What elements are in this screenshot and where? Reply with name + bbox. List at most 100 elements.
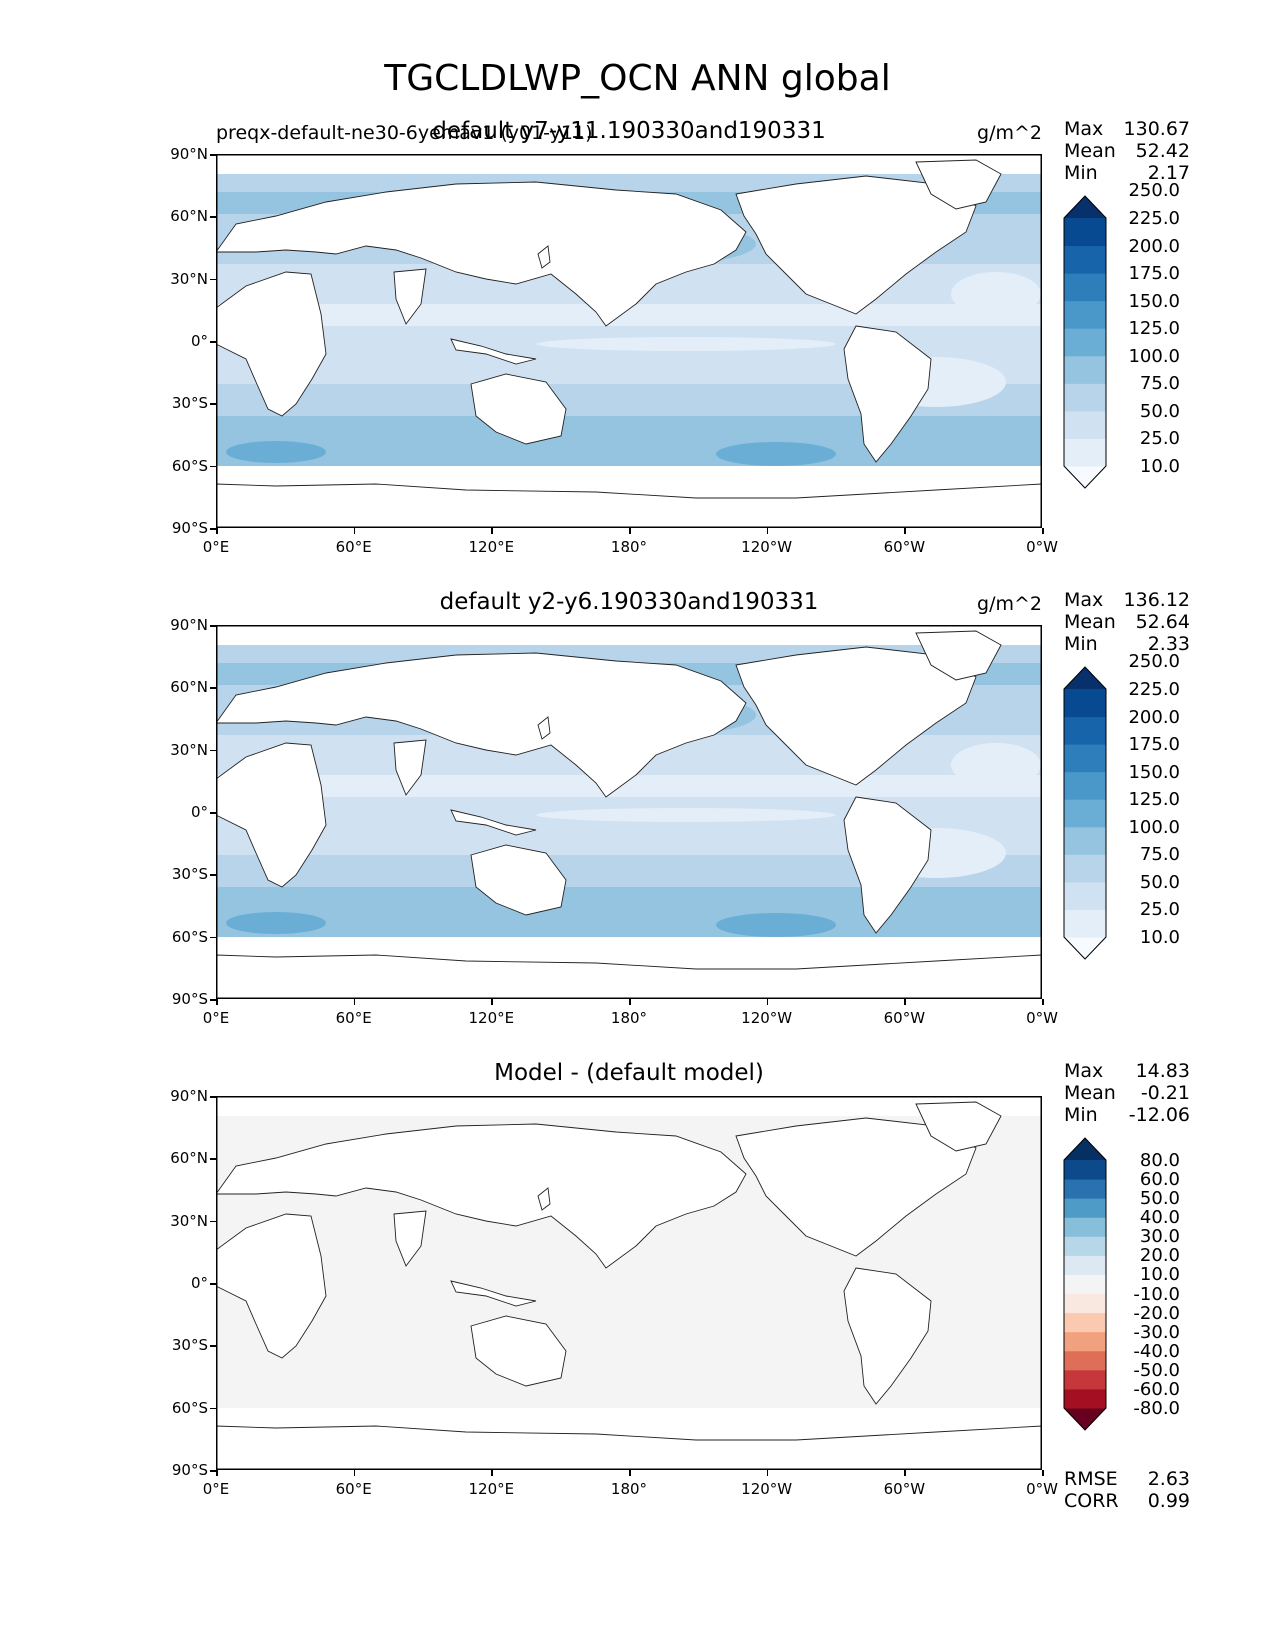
colorbar-tick-label: -40.0 [1133,1340,1180,1362]
colorbar-extend-min [1064,466,1106,488]
land-north-america [735,175,977,315]
lon-tick-mark [1042,1470,1044,1476]
lon-tick-label: 120°E [468,1480,515,1498]
coastlines [216,1101,1042,1470]
lon-tick-label: 180° [610,1480,648,1498]
lat-tick-mark [210,1470,216,1472]
lat-tick-label: 60°S [171,1398,208,1417]
colorbar-tick-label: 50.0 [1139,871,1180,893]
land-south-america [843,1267,932,1405]
land-antarctica [216,1425,1042,1470]
stat-value: 2.33 [1147,633,1190,655]
stat-label: Min [1064,1104,1098,1126]
lon-tick-mark [904,1470,906,1476]
colorbar-segment [1064,300,1106,329]
map-test [216,154,1042,528]
colorbar-segment [1064,355,1106,384]
colorbar-segment [1064,1274,1106,1295]
map-frame [216,625,1042,999]
panel-subtitle: preqx-default-ne30-6yemav1 (y01-y11) [216,122,593,144]
stat-rmse: RMSE 2.63 [1064,1468,1190,1490]
land-indonesia [450,338,537,365]
lon-tick-mark [216,1470,218,1476]
land-eurasia [216,652,747,798]
lat-tick-mark [210,528,216,530]
stat-corr: CORR 0.99 [1064,1490,1190,1512]
colorbar-segment [1064,689,1106,718]
stat-label: Mean [1064,1082,1116,1104]
lat-tick-mark [210,1158,216,1160]
units-label: g/m^2 [977,122,1042,144]
land-eurasia [216,181,747,327]
stat-label: RMSE [1064,1468,1118,1490]
colorbar-segment [1064,1312,1106,1333]
colorbar-tick-label: 30.0 [1139,1226,1180,1248]
colorbar-tick-label: 75.0 [1139,373,1180,395]
colorbar-tick-label: 225.0 [1128,208,1180,229]
lat-tick-mark [210,216,216,218]
stat-value: -12.06 [1128,1104,1190,1126]
colorbar-tick-label: -30.0 [1133,1321,1180,1343]
lat-tick-label: 0° [190,1274,208,1292]
lat-tick-mark [210,749,216,752]
land-australia [470,844,567,916]
colorbar-segment [1064,1179,1106,1199]
lat-tick-label: 30°N [170,740,208,759]
lon-tick-mark [491,1470,493,1476]
lat-tick-label: 90°N [170,616,208,634]
colorbar-tick-label: 25.0 [1139,428,1180,450]
colorbar-segment [1064,826,1106,855]
land-india [393,1210,427,1267]
colorbar-tick-label: 20.0 [1139,1245,1180,1267]
colorbar-segment [1064,771,1106,800]
land-africa [216,742,327,888]
stat-max: Max 130.67 [1064,118,1190,140]
colorbar-diff [1063,1137,1107,1431]
stat-value: 130.67 [1123,118,1190,140]
lat-tick-label: 90°S [171,519,208,537]
lon-tick-label: 60°E [335,1009,372,1027]
colorbar-outline [1063,666,1107,960]
lon-tick-mark [1042,528,1044,534]
colorbar-segment [1064,881,1106,910]
stat-label: Max [1064,118,1104,140]
colorbar-tick-label: 40.0 [1139,1207,1180,1229]
colorbar-segment [1064,1350,1106,1371]
land-greenland [915,1101,1002,1152]
units-label: g/m^2 [977,593,1042,615]
lat-tick-label: 90°N [170,1087,208,1105]
lat-tick-label: 30°S [171,865,208,884]
coastlines [216,159,1042,528]
land-north-america [735,646,977,786]
lat-tick-label: 60°S [171,456,208,475]
land-india [393,268,427,325]
colorbar-tick-label: 125.0 [1128,318,1180,340]
land-greenland [915,159,1002,210]
panel-title: default y7-y11.190330and190331 [432,118,826,144]
colorbar-segment [1064,273,1106,302]
lon-tick-label: 120°W [741,1009,793,1027]
lon-tick-label: 0°W [1026,1009,1058,1027]
lat-tick-mark [210,687,216,689]
stat-value: 2.17 [1147,162,1190,184]
colorbar-tick-label: 250.0 [1128,651,1180,673]
colorbar-segment [1064,1388,1106,1409]
colorbar-outline [1063,1137,1107,1431]
colorbar-tick-label: 125.0 [1128,789,1180,811]
lat-tick-mark [210,1283,216,1285]
colorbar-segment [1064,245,1106,274]
lon-tick-mark [216,999,218,1005]
stat-label: Min [1064,162,1098,184]
lat-tick-label: 30°S [171,1336,208,1355]
colorbar-segment [1064,1236,1106,1256]
lon-tick-label: 0°W [1026,538,1058,556]
land-antarctica [216,954,1042,999]
lon-tick-mark [353,1470,356,1476]
colorbar-tick-label: 80.0 [1139,1150,1180,1171]
stat-value: 0.99 [1147,1490,1190,1512]
lat-tick-mark [210,812,216,814]
lon-tick-mark [353,999,356,1005]
stats-block: Max 136.12 Mean 52.64 Min 2.33 [1064,589,1190,655]
lat-tick-mark [210,465,216,468]
lon-tick-label: 60°W [883,1009,926,1027]
